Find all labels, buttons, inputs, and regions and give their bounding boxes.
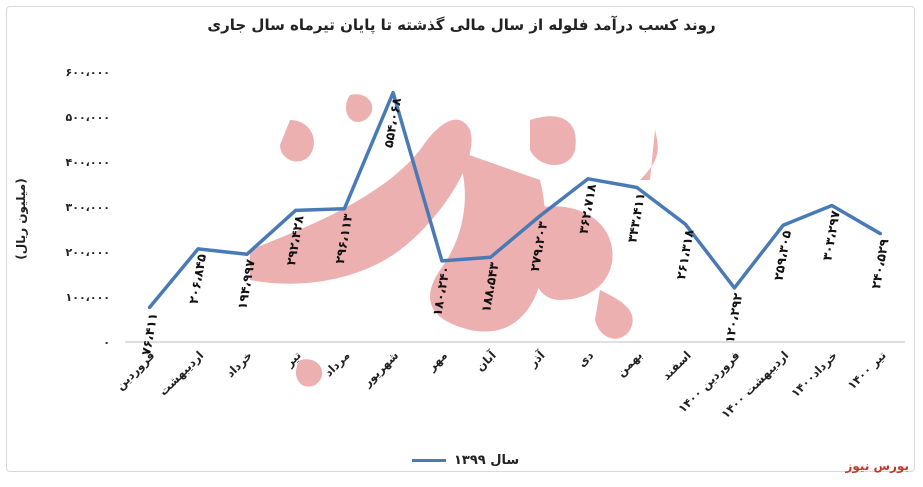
data-point — [635, 185, 639, 189]
data-point — [586, 177, 590, 181]
x-tick-label: خرداد۱۴۰۰ — [788, 348, 840, 400]
y-tick-label: ۳۰۰،۰۰۰ — [66, 201, 110, 214]
data-point — [294, 208, 298, 212]
x-tick-label: آذر — [525, 347, 548, 370]
data-point — [196, 247, 200, 251]
x-tick-label: شهریور — [359, 348, 402, 391]
data-point — [342, 207, 346, 211]
x-tick-label: اسفند — [659, 348, 694, 383]
y-tick-label: ۱۰۰،۰۰۰ — [66, 291, 110, 304]
x-tick-label: اردیبهشت — [156, 348, 206, 398]
legend-swatch — [412, 458, 446, 462]
data-point — [440, 259, 444, 263]
data-label: ۲۶۱،۳۱۸ — [673, 228, 697, 281]
x-tick-label: مرداد — [321, 348, 352, 379]
data-point — [245, 252, 249, 256]
y-tick-label: ۶۰۰،۰۰۰ — [66, 66, 110, 79]
series-line — [148, 90, 882, 309]
legend: سال ۱۳۹۹ — [412, 451, 519, 469]
legend-label: سال ۱۳۹۹ — [454, 452, 520, 468]
y-tick-label: ۴۰۰،۰۰۰ — [66, 156, 110, 169]
x-tick-label: فروردین — [113, 348, 158, 393]
x-tick-label: دی — [575, 348, 597, 370]
x-tick-label: آبان — [473, 347, 499, 373]
data-point — [781, 223, 785, 227]
chart-title: روند کسب درآمد فلوله از سال مالی گذشته ت… — [207, 16, 716, 34]
data-label: ۳۴۳،۴۱۱ — [624, 191, 648, 243]
brand-logo-text: بورس نیوز — [845, 459, 909, 473]
y-tick-label: ۵۰۰،۰۰۰ — [66, 111, 110, 124]
data-label: ۱۲۰،۲۹۲ — [722, 291, 746, 344]
data-point — [830, 204, 834, 208]
x-tick-label: مهر — [424, 348, 450, 374]
data-point — [684, 222, 688, 226]
y-tick-label: ۰ — [103, 336, 110, 349]
data-point — [391, 91, 395, 95]
data-point — [147, 306, 151, 310]
data-label: ۲۴۰،۵۲۹ — [868, 237, 892, 290]
x-tick-label: خرداد — [223, 348, 255, 380]
data-point — [489, 255, 493, 259]
x-tick-label: بهمن — [614, 348, 645, 379]
watermark-logo — [250, 94, 658, 387]
data-label: ۷۶،۴۱۱ — [138, 312, 160, 357]
data-point — [732, 286, 736, 290]
data-point — [879, 232, 883, 236]
data-point — [537, 214, 541, 218]
x-tick-label: تیر ۱۴۰۰ — [845, 348, 889, 392]
data-label: ۳۰۳،۲۹۷ — [819, 209, 843, 262]
data-label: ۱۹۴،۹۹۷ — [234, 258, 258, 311]
y-tick-label: ۲۰۰،۰۰۰ — [66, 246, 110, 259]
